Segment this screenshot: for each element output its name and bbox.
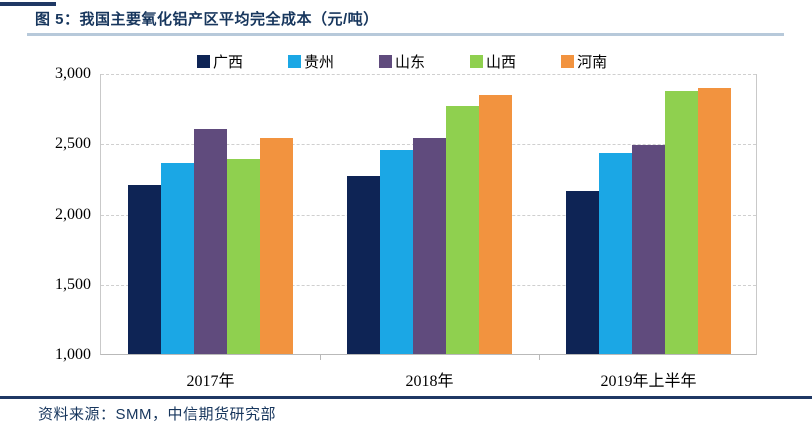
bar-山东-2018年 bbox=[413, 138, 446, 354]
bar-贵州-2018年 bbox=[380, 149, 413, 354]
gridline bbox=[101, 74, 756, 75]
legend-label: 山西 bbox=[486, 54, 517, 71]
top-accent-bar bbox=[0, 2, 56, 6]
legend-swatch-icon bbox=[470, 55, 484, 68]
y-tick-label: 1,500 bbox=[55, 275, 91, 293]
legend-item-贵州: 贵州 bbox=[288, 51, 334, 72]
bar-山西-2019年上半年 bbox=[665, 90, 698, 354]
bottom-rule bbox=[0, 396, 812, 399]
bar-广西-2018年 bbox=[347, 175, 380, 354]
bar-山西-2017年 bbox=[227, 158, 260, 354]
bar-贵州-2019年上半年 bbox=[599, 153, 632, 354]
bar-河南-2019年上半年 bbox=[698, 88, 731, 354]
y-tick-label: 1,000 bbox=[55, 346, 91, 363]
bar-山西-2018年 bbox=[446, 106, 479, 354]
bar-河南-2018年 bbox=[479, 94, 512, 354]
bar-广西-2017年 bbox=[128, 185, 161, 354]
bar-山东-2019年上半年 bbox=[632, 145, 665, 354]
y-tick-label: 2,500 bbox=[55, 135, 91, 153]
bar-group bbox=[566, 88, 731, 354]
legend-swatch-icon bbox=[197, 55, 210, 68]
bar-广西-2019年上半年 bbox=[566, 191, 599, 354]
bar-山东-2017年 bbox=[194, 129, 227, 354]
x-axis-tick bbox=[539, 355, 540, 360]
y-tick-label: 2,000 bbox=[55, 205, 91, 223]
legend-label: 河南 bbox=[577, 54, 608, 71]
legend-item-山东: 山东 bbox=[379, 51, 425, 72]
y-tick-label: 3,000 bbox=[55, 65, 91, 82]
legend-item-山西: 山西 bbox=[470, 51, 516, 72]
legend-swatch-icon bbox=[561, 55, 575, 68]
x-tick-label: 2017年 bbox=[186, 373, 235, 390]
legend-label: 贵州 bbox=[304, 54, 335, 71]
legend-label: 广西 bbox=[213, 54, 244, 71]
bar-贵州-2017年 bbox=[161, 162, 194, 354]
legend-swatch-icon bbox=[379, 55, 393, 68]
title-underline bbox=[27, 33, 784, 36]
x-axis-tick bbox=[320, 355, 321, 360]
x-tick-label: 2018年 bbox=[405, 373, 454, 390]
legend-label: 山东 bbox=[395, 54, 426, 71]
bar-group bbox=[347, 94, 512, 354]
source-note: 资料来源：SMM，中信期货研究部 bbox=[38, 406, 276, 423]
legend-item-广西: 广西 bbox=[197, 51, 243, 72]
bar-河南-2017年 bbox=[260, 137, 293, 354]
figure-title: 图 5：我国主要氧化铝产区平均完全成本（元/吨） bbox=[35, 11, 379, 28]
bar-group bbox=[128, 129, 293, 354]
legend-item-河南: 河南 bbox=[561, 51, 607, 72]
plot-area: 1,000 1,500 2,000 2,500 3,000 2017年 2018年 2019年… bbox=[55, 65, 757, 390]
x-tick-label: 2019年上半年 bbox=[600, 373, 697, 390]
legend-swatch-icon bbox=[288, 55, 302, 68]
chart-legend: 广西 贵州 山东 山西 河南 bbox=[197, 51, 607, 72]
